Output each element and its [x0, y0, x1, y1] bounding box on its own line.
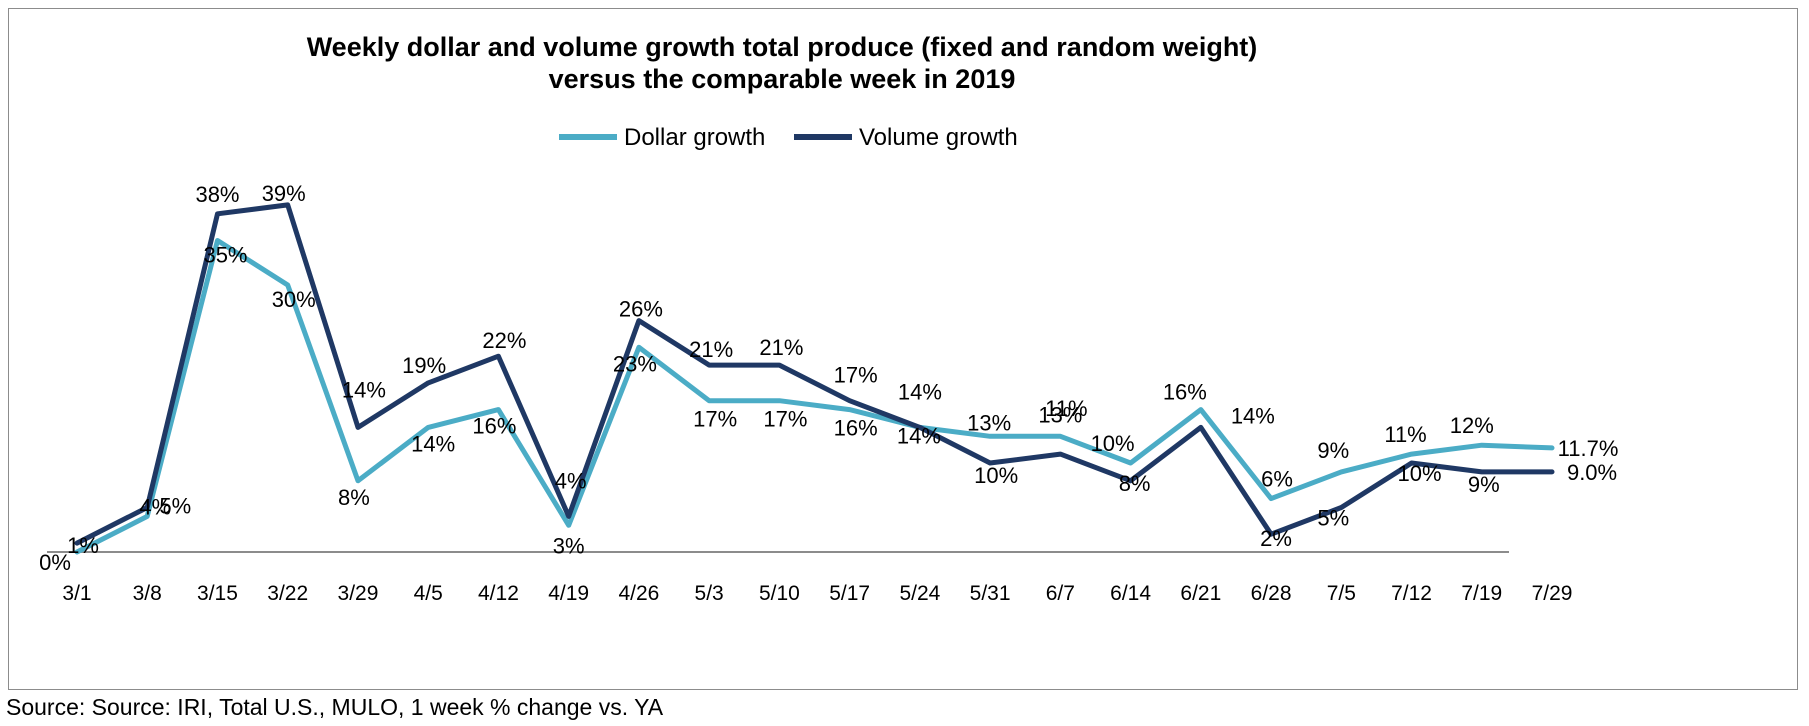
data-label: 11%: [1045, 396, 1087, 421]
data-label: 9.0%: [1567, 460, 1617, 485]
legend-label: Dollar growth: [624, 124, 765, 151]
data-label: 30%: [272, 287, 316, 312]
x-tick-label: 7/5: [1327, 582, 1356, 605]
x-tick-label: 4/12: [478, 582, 519, 605]
data-labels: 0% 4% 35% 30% 8% 14% 16% 3% 23% 17% 17% 16% 14% 13% 13…: [39, 181, 1618, 575]
data-label: 9%: [1317, 438, 1349, 463]
chart-legend: Dollar growth Volume growth: [559, 124, 1018, 151]
x-tick-label: 5/31: [970, 582, 1011, 605]
data-label: 4%: [139, 494, 171, 519]
data-label: 11%: [1384, 422, 1426, 447]
data-label: 1%: [67, 533, 99, 558]
x-tick-label: 4/26: [618, 582, 659, 605]
data-label: 11.7%: [1558, 436, 1619, 461]
data-label: 6%: [1261, 467, 1293, 492]
data-label: 35%: [203, 243, 247, 268]
x-tick-label: 3/8: [133, 582, 162, 605]
series-line: [74, 238, 1555, 555]
source-note: Source: Source: IRI, Total U.S., MULO, 1…: [6, 694, 664, 720]
data-label: 12%: [1450, 413, 1494, 438]
data-label: 0%: [39, 550, 71, 575]
data-label: 14%: [1231, 403, 1275, 428]
x-tick-label: 7/12: [1391, 582, 1432, 605]
x-tick-label: 7/29: [1532, 582, 1573, 605]
data-label: 17%: [763, 407, 807, 432]
data-label: 2%: [1260, 526, 1292, 551]
chart-frame: Weekly dollar and volume growth total pr…: [8, 8, 1798, 690]
x-tick-label: 4/19: [548, 582, 589, 605]
line-chart: Weekly dollar and volume growth total pr…: [39, 32, 1618, 605]
x-tick-label: 5/10: [759, 582, 800, 605]
data-label: 17%: [693, 407, 737, 432]
x-tick-label: 6/21: [1180, 582, 1221, 605]
data-label: 38%: [195, 182, 239, 207]
data-label: 4%: [555, 468, 587, 493]
x-tick-label: 5/17: [829, 582, 870, 605]
data-label: 26%: [619, 297, 663, 322]
chart-title: Weekly dollar and volume growth total pr…: [307, 32, 1258, 94]
data-label: 16%: [472, 414, 516, 439]
x-axis: 3/1 3/8 3/15 3/22 3/29 4/5 4/12 4/19 4/26 5/3 5/10…: [47, 551, 1573, 605]
x-tick-label: 3/22: [267, 582, 308, 605]
data-label: 13%: [967, 410, 1011, 435]
data-label: 10%: [974, 463, 1018, 488]
x-tick-label: 6/14: [1110, 582, 1151, 605]
data-label: 16%: [834, 416, 878, 441]
x-tick-label: 6/7: [1046, 582, 1075, 605]
data-label: 5%: [1317, 506, 1349, 531]
data-label: 14%: [898, 379, 942, 404]
x-tick-label: 3/1: [62, 582, 91, 605]
data-label: 13%: [1038, 402, 1082, 427]
series-line: [74, 202, 1555, 546]
chart-title-line: Weekly dollar and volume growth total pr…: [307, 32, 1258, 62]
x-tick-label: 3/29: [338, 582, 379, 605]
legend-label: Volume growth: [859, 124, 1018, 151]
data-label: 14%: [411, 431, 455, 456]
data-label: 14%: [897, 423, 941, 448]
x-tick-label: 4/5: [414, 582, 443, 605]
x-tick-label: 7/19: [1461, 582, 1502, 605]
data-label: 16%: [1163, 380, 1207, 405]
data-label: 10%: [1091, 431, 1135, 456]
x-tick-label: 5/3: [695, 582, 724, 605]
series-lines: [74, 202, 1555, 555]
data-label: 8%: [1119, 471, 1151, 496]
data-label: 8%: [338, 485, 370, 510]
data-label: 21%: [689, 337, 733, 362]
data-label: 39%: [262, 181, 306, 206]
data-label: 3%: [553, 533, 585, 558]
data-label: 22%: [482, 328, 526, 353]
x-tick-label: 6/28: [1251, 582, 1292, 605]
data-label: 19%: [402, 353, 446, 378]
x-tick-label: 5/24: [899, 582, 940, 605]
data-label: 9%: [1468, 472, 1500, 497]
data-label: 23%: [613, 351, 657, 376]
data-label: 10%: [1398, 461, 1442, 486]
data-label: 21%: [759, 335, 803, 360]
data-label: 17%: [834, 363, 878, 388]
data-label: 5%: [159, 494, 191, 519]
chart-title-line: versus the comparable week in 2019: [549, 64, 1016, 94]
x-tick-label: 3/15: [197, 582, 238, 605]
data-label: 14%: [342, 377, 386, 402]
